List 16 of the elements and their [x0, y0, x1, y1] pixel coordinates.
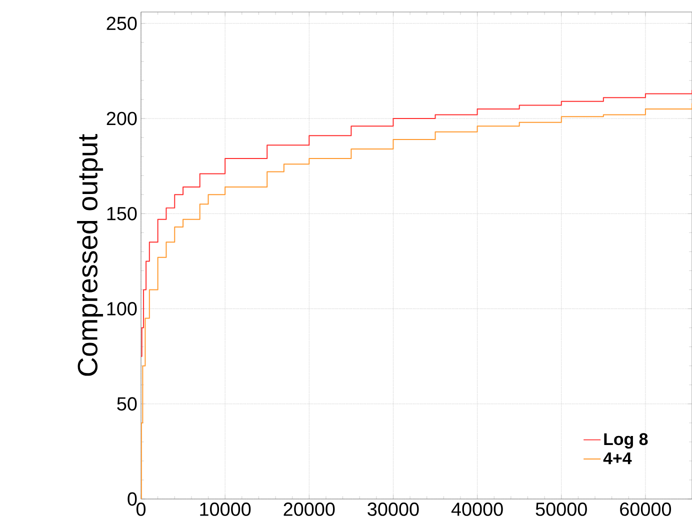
x-tick-label: 0 — [136, 502, 146, 516]
x-tick-label: 10000 — [200, 502, 251, 516]
legend-label: 4+4 — [603, 452, 632, 464]
y-tick-label: 250 — [106, 16, 137, 30]
y-tick-label: 0 — [128, 492, 137, 506]
y-tick-label: 50 — [117, 397, 137, 411]
x-tick-label: 60000 — [620, 502, 672, 516]
y-tick-label: 200 — [106, 112, 137, 126]
y-tick-label: 100 — [107, 302, 137, 316]
x-tick-label: 40000 — [451, 502, 503, 516]
legend-label: Log 8 — [604, 433, 648, 449]
x-tick-label: 20000 — [284, 502, 335, 516]
y-axis-title: Compressed output — [77, 134, 104, 376]
x-tick-label: 30000 — [368, 502, 419, 516]
x-tick-label: 50000 — [536, 502, 587, 516]
y-tick-label: 150 — [107, 206, 137, 220]
